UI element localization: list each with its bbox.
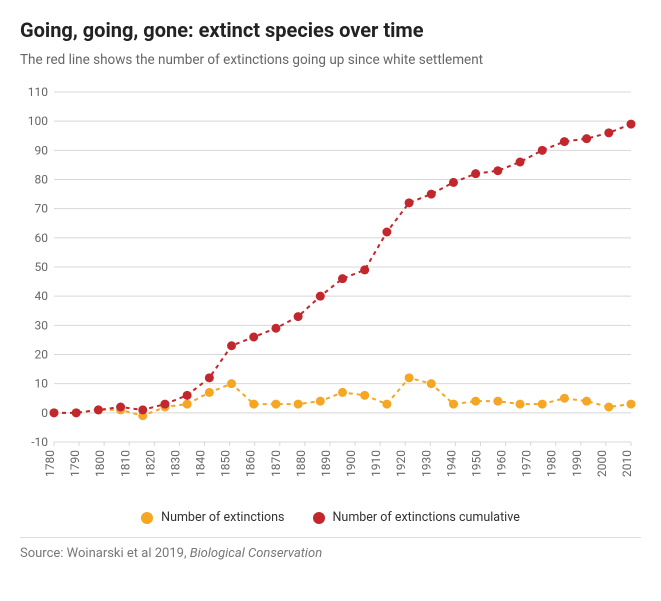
svg-text:100: 100 [28,114,48,128]
svg-text:80: 80 [35,173,49,187]
svg-text:1780: 1780 [43,450,57,477]
svg-text:-10: -10 [31,435,48,449]
chart-plot: -10 0 10 20 30 40 50 60 70 80 90 100 110 1780 1790 1800… [20,82,641,502]
legend-item-extinctions: Number of extinctions [141,510,284,525]
svg-text:1970: 1970 [520,450,534,477]
svg-text:1870: 1870 [269,450,283,477]
svg-text:1950: 1950 [469,450,483,477]
svg-text:1920: 1920 [394,450,408,477]
svg-text:90: 90 [35,143,49,157]
svg-text:1910: 1910 [369,450,383,477]
svg-text:1940: 1940 [444,450,458,477]
svg-text:70: 70 [35,202,49,216]
svg-text:10: 10 [35,377,49,391]
chart-svg: -10 0 10 20 30 40 50 60 70 80 90 100 110 1780 1790 1800… [20,82,641,502]
svg-text:20: 20 [35,348,49,362]
svg-text:40: 40 [35,289,49,303]
svg-text:1820: 1820 [143,450,157,477]
chart-title: Going, going, gone: extinct species over… [20,18,641,42]
svg-text:2010: 2010 [620,450,634,477]
svg-text:1890: 1890 [319,450,333,477]
source-prefix: Source: [20,546,67,561]
svg-text:1840: 1840 [194,450,208,477]
legend-swatch-extinctions [141,512,153,524]
svg-text:1960: 1960 [495,450,509,477]
svg-text:1900: 1900 [344,450,358,477]
legend-swatch-cumulative [313,512,325,524]
svg-text:1980: 1980 [545,450,559,477]
svg-text:1810: 1810 [118,450,132,477]
chart-subtitle: The red line shows the number of extinct… [20,52,641,68]
source-line: Source: Woinarski et al 2019, Biological… [20,546,641,561]
legend-label-cumulative: Number of extinctions cumulative [333,510,520,525]
svg-text:50: 50 [35,260,49,274]
svg-text:1800: 1800 [93,450,107,477]
svg-text:1930: 1930 [419,450,433,477]
divider [20,537,641,538]
svg-text:30: 30 [35,318,49,332]
legend: Number of extinctions Number of extincti… [20,510,641,525]
chart-container: Going, going, gone: extinct species over… [0,0,661,601]
svg-text:2000: 2000 [595,450,609,477]
svg-text:1790: 1790 [68,450,82,477]
svg-text:1830: 1830 [168,450,182,477]
svg-text:60: 60 [35,231,49,245]
svg-text:1990: 1990 [570,450,584,477]
legend-label-extinctions: Number of extinctions [161,510,284,525]
svg-text:110: 110 [28,85,48,99]
legend-item-cumulative: Number of extinctions cumulative [313,510,520,525]
svg-text:0: 0 [41,406,48,420]
svg-text:1860: 1860 [244,450,258,477]
source-authors: Woinarski et al 2019, [67,546,190,561]
source-journal: Biological Conservation [190,546,322,561]
svg-text:1880: 1880 [294,450,308,477]
svg-text:1850: 1850 [219,450,233,477]
